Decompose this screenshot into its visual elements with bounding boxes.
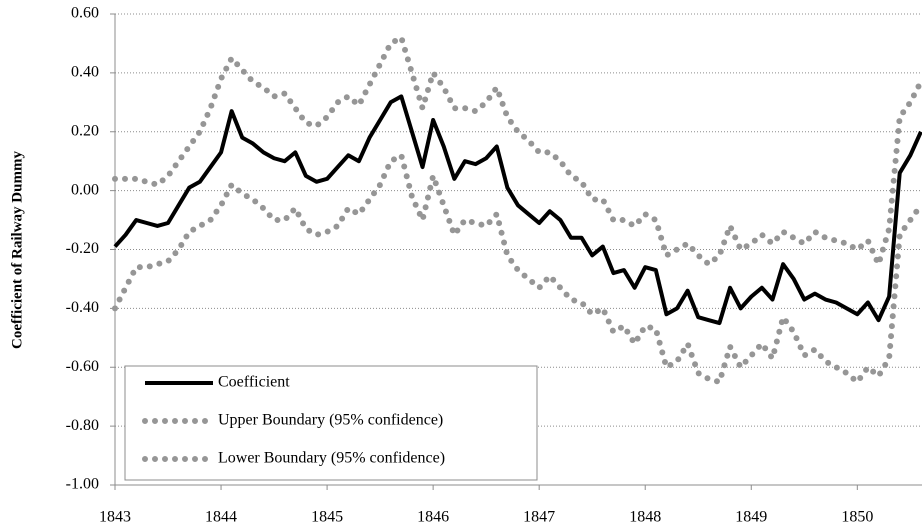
y-tick-label: -0.80 (66, 417, 99, 434)
series-line (112, 33, 922, 273)
y-tick-label: -0.40 (66, 299, 99, 316)
x-tick-label: 1847 (523, 509, 555, 526)
y-tick-label: 0.40 (71, 64, 99, 81)
legend-label: Upper Boundary (95% confidence) (218, 412, 443, 429)
x-tick-label: 1850 (841, 509, 873, 526)
x-tick-label: 1844 (205, 509, 237, 526)
y-tick-label: 0.20 (71, 122, 99, 139)
x-tick-label: 1848 (629, 509, 661, 526)
series-line (113, 94, 922, 326)
x-tick-label: 1843 (99, 509, 131, 526)
y-tick-label: -0.60 (66, 358, 99, 375)
y-tick-label: 0.60 (71, 5, 99, 22)
y-tick-label: 0.00 (71, 181, 99, 198)
x-tick-label: 1845 (311, 509, 343, 526)
series-line (112, 150, 922, 387)
x-tick-label: 1846 (417, 509, 449, 526)
x-tick-label: 1849 (735, 509, 767, 526)
y-tick-label: -0.20 (66, 240, 99, 257)
y-tick-label: -1.00 (66, 476, 99, 493)
legend-label: Lower Boundary (95% confidence) (218, 450, 445, 467)
legend-label: Coefficient (218, 374, 290, 391)
y-axis-label: Coefficient of Railway Dummy (9, 151, 25, 349)
